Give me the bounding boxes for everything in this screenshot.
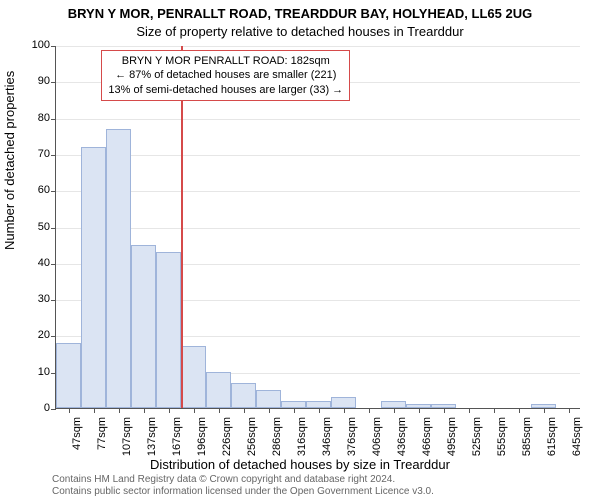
footer-line2: Contains public sector information licen…	[52, 486, 434, 498]
gridline-h	[56, 228, 580, 229]
callout-box: BRYN Y MOR PENRALLT ROAD: 182sqm ← 87% o…	[101, 50, 350, 101]
histogram-bar	[81, 147, 106, 408]
xtick-label: 167sqm	[172, 417, 184, 456]
ytick-mark	[51, 191, 56, 192]
xtick-label: 466sqm	[422, 417, 434, 456]
xtick-label: 615sqm	[547, 417, 559, 456]
xtick-mark	[469, 408, 470, 413]
x-axis-label: Distribution of detached houses by size …	[0, 457, 600, 472]
ytick-label: 90	[20, 75, 50, 87]
callout-line1: BRYN Y MOR PENRALLT ROAD: 182sqm	[108, 54, 343, 68]
xtick-mark	[269, 408, 270, 413]
xtick-mark	[119, 408, 120, 413]
histogram-bar	[381, 401, 406, 408]
xtick-mark	[369, 408, 370, 413]
xtick-mark	[519, 408, 520, 413]
xtick-label: 196sqm	[197, 417, 209, 456]
ytick-label: 50	[20, 221, 50, 233]
histogram-bar	[181, 346, 206, 408]
xtick-mark	[69, 408, 70, 413]
histogram-bar	[56, 343, 81, 408]
xtick-mark	[319, 408, 320, 413]
xtick-label: 77sqm	[97, 417, 109, 450]
gridline-h	[56, 191, 580, 192]
xtick-label: 376sqm	[347, 417, 359, 456]
xtick-label: 346sqm	[322, 417, 334, 456]
ytick-mark	[51, 119, 56, 120]
y-axis-label: Number of detached properties	[2, 71, 17, 250]
xtick-label: 436sqm	[397, 417, 409, 456]
xtick-mark	[419, 408, 420, 413]
xtick-mark	[569, 408, 570, 413]
histogram-bar	[281, 401, 306, 408]
ytick-mark	[51, 82, 56, 83]
ytick-label: 40	[20, 257, 50, 269]
callout-line3: 13% of semi-detached houses are larger (…	[108, 83, 343, 97]
xtick-mark	[244, 408, 245, 413]
histogram-bar	[306, 401, 331, 408]
footer-line1: Contains HM Land Registry data © Crown c…	[52, 474, 434, 486]
xtick-label: 107sqm	[122, 417, 134, 456]
xtick-label: 585sqm	[522, 417, 534, 456]
xtick-mark	[494, 408, 495, 413]
ytick-label: 10	[20, 366, 50, 378]
callout-line2: ← 87% of detached houses are smaller (22…	[108, 68, 343, 82]
xtick-label: 286sqm	[272, 417, 284, 456]
xtick-label: 645sqm	[572, 417, 584, 456]
xtick-mark	[194, 408, 195, 413]
xtick-mark	[144, 408, 145, 413]
histogram-bar	[131, 245, 156, 408]
xtick-label: 555sqm	[497, 417, 509, 456]
histogram-bar	[256, 390, 281, 408]
xtick-label: 525sqm	[472, 417, 484, 456]
ytick-mark	[51, 300, 56, 301]
histogram-bar	[331, 397, 356, 408]
xtick-label: 137sqm	[147, 417, 159, 456]
ytick-mark	[51, 409, 56, 410]
xtick-mark	[169, 408, 170, 413]
ytick-label: 0	[20, 402, 50, 414]
xtick-label: 47sqm	[72, 417, 84, 450]
ytick-label: 80	[20, 112, 50, 124]
histogram-bar	[156, 252, 181, 408]
ytick-mark	[51, 228, 56, 229]
ytick-label: 100	[20, 39, 50, 51]
chart-title-line2: Size of property relative to detached ho…	[0, 24, 600, 39]
gridline-h	[56, 155, 580, 156]
xtick-label: 226sqm	[222, 417, 234, 456]
ytick-mark	[51, 46, 56, 47]
histogram-chart: BRYN Y MOR, PENRALLT ROAD, TREARDDUR BAY…	[0, 0, 600, 500]
xtick-mark	[544, 408, 545, 413]
ytick-label: 20	[20, 329, 50, 341]
xtick-label: 316sqm	[297, 417, 309, 456]
histogram-bar	[231, 383, 256, 408]
chart-title-line1: BRYN Y MOR, PENRALLT ROAD, TREARDDUR BAY…	[0, 6, 600, 21]
ytick-mark	[51, 155, 56, 156]
ytick-mark	[51, 264, 56, 265]
plot-area: 010203040506070809010047sqm77sqm107sqm13…	[55, 46, 580, 409]
footer-attribution: Contains HM Land Registry data © Crown c…	[52, 474, 434, 498]
histogram-bar	[106, 129, 131, 409]
ytick-mark	[51, 336, 56, 337]
xtick-label: 495sqm	[447, 417, 459, 456]
ytick-label: 60	[20, 184, 50, 196]
xtick-label: 256sqm	[247, 417, 259, 456]
xtick-mark	[394, 408, 395, 413]
ytick-label: 30	[20, 293, 50, 305]
xtick-mark	[219, 408, 220, 413]
gridline-h	[56, 46, 580, 47]
xtick-mark	[294, 408, 295, 413]
histogram-bar	[206, 372, 231, 408]
ytick-label: 70	[20, 148, 50, 160]
xtick-label: 406sqm	[372, 417, 384, 456]
xtick-mark	[444, 408, 445, 413]
gridline-h	[56, 119, 580, 120]
xtick-mark	[94, 408, 95, 413]
xtick-mark	[344, 408, 345, 413]
